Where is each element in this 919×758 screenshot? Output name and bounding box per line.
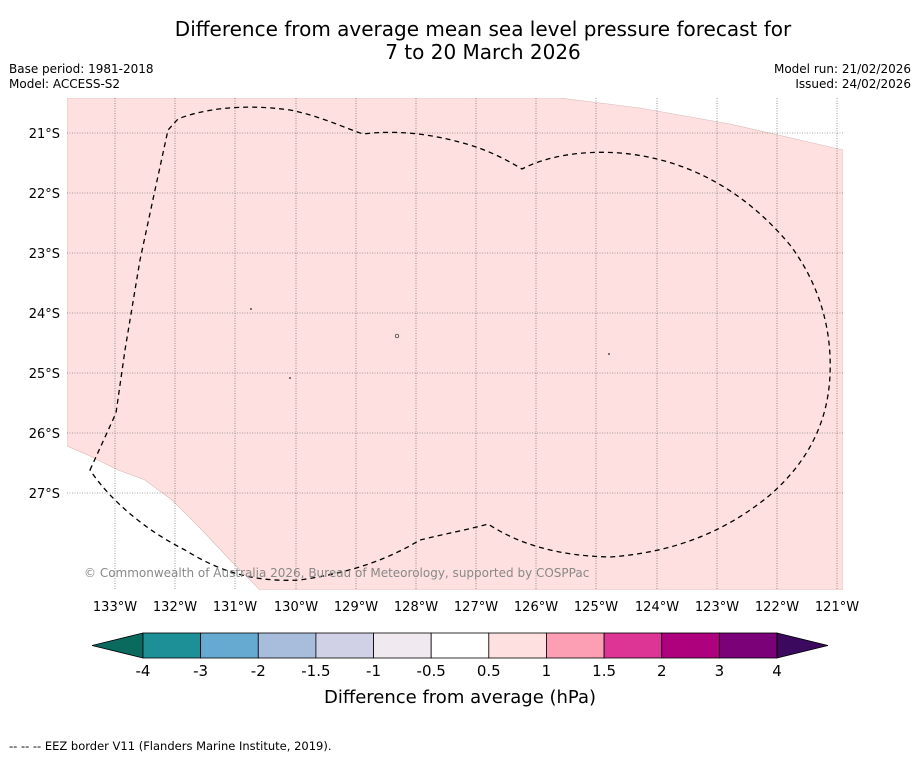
colorbar-tick-label: -4	[136, 662, 151, 680]
model-run: Model run: 21/02/2026	[773, 62, 911, 76]
colorbar-tick-label: 1.5	[592, 662, 616, 680]
model-name: Model: ACCESS-S2	[9, 77, 121, 91]
colorbar: -4 -3 -2 -1.5 -1 -0.5 0.5 1 1.5 2 3 4 Difference fr…	[91, 632, 829, 708]
colorbar-cells	[142, 632, 778, 659]
colorbar-ticks: -4 -3 -2 -1.5 -1 -0.5 0.5 1 1.5 2 3 4	[136, 662, 782, 680]
colorbar-cell	[488, 632, 547, 659]
colorbar-cell	[430, 632, 490, 659]
colorbar-over-arrow	[776, 632, 829, 659]
colorbar-cell	[142, 632, 202, 659]
colorbar-cell	[603, 632, 663, 659]
meta-left: Base period: 1981-2018 Model: ACCESS-S2	[9, 62, 154, 92]
colorbar-cell	[373, 632, 432, 659]
latitude-label: 24°S	[29, 307, 60, 322]
longitude-label: 122°W	[755, 600, 799, 615]
eez-legend-note: -- -- -- EEZ border V11 (Flanders Marine…	[9, 739, 332, 753]
colorbar-cell	[661, 632, 720, 659]
latitude-label: 25°S	[29, 367, 60, 382]
longitude-label: 123°W	[695, 600, 739, 615]
colorbar-tick-label: -1	[366, 662, 381, 680]
colorbar-cell	[546, 632, 605, 659]
colorbar-tick-label: 2	[657, 662, 667, 680]
colorbar-tick-label: -2	[251, 662, 266, 680]
latitude-label: 27°S	[29, 487, 60, 502]
longitude-label: 131°W	[213, 600, 257, 615]
longitude-label: 121°W	[815, 600, 859, 615]
colorbar-label: Difference from average (hPa)	[324, 687, 596, 708]
base-period: Base period: 1981-2018	[9, 62, 154, 76]
title-line-2: 7 to 20 March 2026	[385, 40, 581, 64]
longitude-label: 132°W	[153, 600, 197, 615]
colorbar-tick-label: -0.5	[417, 662, 446, 680]
colorbar-tick-label: 0.5	[477, 662, 501, 680]
map-area: © Commonwealth of Australia 2026, Bureau…	[67, 98, 843, 590]
longitude-label: 133°W	[93, 600, 137, 615]
longitude-label: 129°W	[334, 600, 378, 615]
colorbar-tick-label: 1	[542, 662, 552, 680]
meta-right: Model run: 21/02/2026 Issued: 24/02/2026	[774, 62, 911, 92]
island-marker	[394, 333, 400, 339]
colorbar-tick-label: 4	[772, 662, 782, 680]
copyright-text: © Commonwealth of Australia 2026, Bureau…	[84, 566, 589, 580]
eez-border	[89, 106, 831, 581]
colorbar-tick-label: -1.5	[301, 662, 330, 680]
colorbar-cell	[315, 632, 374, 659]
colorbar-cell	[200, 632, 259, 659]
latitude-label: 21°S	[29, 127, 60, 142]
longitude-label: 124°W	[635, 600, 679, 615]
longitude-label: 130°W	[274, 600, 318, 615]
colorbar-cell	[257, 632, 317, 659]
longitude-label: 127°W	[454, 600, 498, 615]
longitude-label: 125°W	[574, 600, 618, 615]
latitude-labels: 21°S 22°S 23°S 24°S 25°S 26°S 27°S	[29, 127, 60, 502]
colorbar-under-arrow	[91, 632, 144, 659]
colorbar-tick-label: -3	[193, 662, 208, 680]
issued-date: Issued: 24/02/2026	[795, 77, 911, 91]
anomaly-fill-region	[67, 98, 843, 590]
latitude-label: 23°S	[29, 247, 60, 262]
island-marker	[250, 308, 252, 310]
latitude-label: 26°S	[29, 427, 60, 442]
chart-title: Difference from average mean sea level p…	[0, 18, 919, 64]
longitude-labels: 133°W 132°W 131°W 130°W 129°W 128°W 127°W 126°W…	[93, 600, 859, 615]
gridlines	[67, 98, 843, 590]
island-marker	[608, 353, 610, 355]
colorbar-cell	[718, 632, 778, 659]
colorbar-tick-label: 3	[715, 662, 725, 680]
island-marker	[289, 377, 291, 379]
title-line-1: Difference from average mean sea level p…	[174, 17, 792, 41]
longitude-label: 126°W	[514, 600, 558, 615]
longitude-label: 128°W	[394, 600, 438, 615]
latitude-label: 22°S	[29, 187, 60, 202]
